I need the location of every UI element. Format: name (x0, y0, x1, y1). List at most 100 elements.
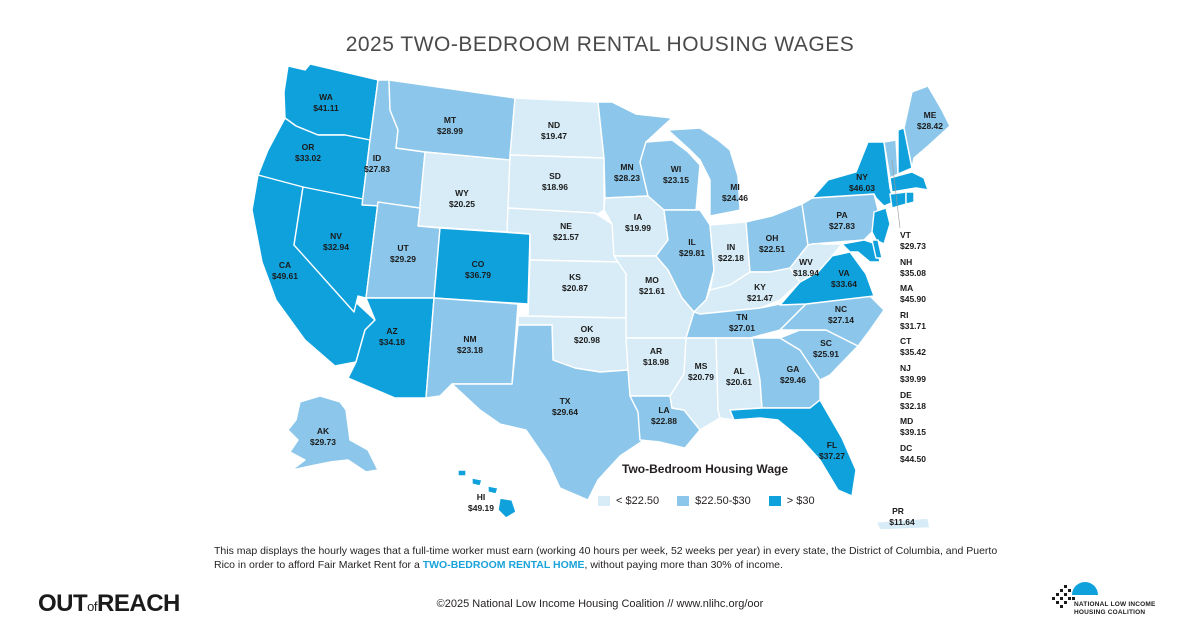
label-KY-abbr: KY (754, 282, 766, 292)
label-KY-wage: $21.47 (747, 293, 773, 303)
label-KS-wage: $20.87 (562, 283, 588, 293)
legend-swatch-mid (677, 496, 690, 506)
label-CO-wage: $36.79 (465, 270, 491, 280)
label-MN-abbr: MN (620, 162, 633, 172)
label-PR-wage: $11.64 (889, 517, 915, 527)
legend-swatch-high (768, 496, 781, 506)
label-FL-abbr: FL (827, 440, 837, 450)
label-AZ-wage: $34.18 (379, 337, 405, 347)
state-MA[interactable] (889, 171, 929, 193)
ne-wage: $39.15 (900, 427, 926, 438)
label-OK-abbr: OK (581, 324, 595, 334)
label-SC-wage: $25.91 (813, 349, 839, 359)
label-WV-wage: $18.94 (793, 268, 819, 278)
label-TX-abbr: TX (560, 396, 571, 406)
ne-wage: $32.18 (900, 400, 926, 411)
label-KS-abbr: KS (569, 272, 581, 282)
label-IA-wage: $19.99 (625, 223, 651, 233)
state-SD[interactable] (507, 154, 605, 217)
label-WI-wage: $23.15 (663, 175, 689, 185)
state-TX[interactable] (451, 324, 645, 501)
ne-item-ct: CT $35.42 (900, 336, 960, 363)
ne-abbr: RI (900, 309, 909, 320)
leader-lines (891, 159, 901, 229)
ne-abbr: CT (900, 336, 912, 347)
ne-wage: $45.90 (900, 294, 926, 305)
state-HI-2[interactable] (471, 477, 483, 487)
label-PA-wage: $27.83 (829, 221, 855, 231)
state-HI-3[interactable] (487, 485, 499, 495)
ne-abbr: NJ (900, 362, 911, 373)
label-MO-wage: $21.61 (639, 286, 665, 296)
state-DE[interactable] (871, 239, 883, 259)
label-SD-wage: $18.96 (542, 182, 568, 192)
label-OH-wage: $22.51 (759, 244, 785, 254)
label-LA-abbr: LA (658, 405, 669, 415)
ne-item-vt: VT $29.73 (900, 230, 960, 257)
map-title: 2025 TWO-BEDROOM RENTAL HOUSING WAGES (345, 33, 855, 56)
nlihc-name-line1: NATIONAL LOW INCOME (1074, 601, 1156, 608)
label-NM-wage: $23.18 (457, 345, 483, 355)
label-OK-wage: $20.98 (574, 335, 600, 345)
ne-wage: $39.99 (900, 373, 926, 384)
legend-item-high: > $30 (768, 495, 815, 507)
ne-item-dc: DC $44.50 (900, 443, 960, 470)
state-MI[interactable] (667, 127, 741, 217)
state-labels: WA $41.11 OR $33.02 CA $49.61 NV $32.94 … (272, 92, 943, 527)
label-SC-abbr: SC (820, 338, 832, 348)
state-NJ[interactable] (871, 207, 891, 245)
ne-wage: $31.71 (900, 320, 926, 331)
nlihc-house-icon (1052, 582, 1098, 608)
state-NY[interactable] (811, 141, 895, 207)
state-HI-4[interactable] (497, 497, 517, 519)
label-MS-abbr: MS (695, 361, 708, 371)
state-RI[interactable] (905, 191, 915, 205)
logo-of: of (87, 599, 98, 614)
label-CA-abbr: CA (279, 260, 291, 270)
label-MO-abbr: MO (645, 275, 659, 285)
nlihc-name: NATIONAL LOW INCOME HOUSING COALITION (1074, 601, 1156, 616)
label-NC-wage: $27.14 (828, 315, 854, 325)
label-CA-wage: $49.61 (272, 271, 298, 281)
label-UT-wage: $29.29 (390, 254, 416, 264)
nlihc-logo: NATIONAL LOW INCOME HOUSING COALITION (1050, 577, 1180, 617)
ne-item-nj: NJ $39.99 (900, 363, 960, 390)
state-PR[interactable] (875, 517, 931, 531)
label-WY-abbr: WY (455, 188, 469, 198)
legend-item-mid: $22.50-$30 (677, 495, 751, 507)
label-UT-abbr: UT (397, 243, 409, 253)
legend-item-low: < $22.50 (598, 495, 659, 507)
label-WY-wage: $20.25 (449, 199, 475, 209)
label-ND-wage: $19.47 (541, 131, 567, 141)
state-MD[interactable] (841, 239, 881, 263)
map-caption: This map displays the hourly wages that … (214, 544, 1004, 572)
map-legend: Two-Bedroom Housing Wage < $22.50 $22.50… (598, 462, 815, 507)
caption-text-end: , without paying more than 30% of income… (584, 559, 783, 571)
label-AL-wage: $20.61 (726, 377, 752, 387)
label-WA-wage: $41.11 (313, 103, 339, 113)
label-NY-abbr: NY (856, 172, 868, 182)
label-CO-abbr: CO (472, 259, 485, 269)
label-HI-wage: $49.19 (468, 503, 494, 513)
caption-highlight: TWO-BEDROOM RENTAL HOME (422, 559, 585, 571)
state-FL[interactable] (729, 399, 857, 497)
state-ME[interactable] (903, 85, 951, 169)
legend-label-mid: $22.50-$30 (695, 495, 751, 507)
label-MI-wage: $24.46 (722, 193, 748, 203)
label-AL-abbr: AL (733, 366, 744, 376)
northeast-wage-list: VT $29.73 NH $35.08 MA $45.90 RI $31.71 CT $3… (900, 230, 960, 469)
state-CT[interactable] (889, 191, 907, 209)
label-OR-wage: $33.02 (295, 153, 321, 163)
label-OH-abbr: OH (766, 233, 779, 243)
state-HI-1[interactable] (457, 469, 467, 477)
label-GA-abbr: GA (787, 364, 800, 374)
label-AZ-abbr: AZ (386, 326, 397, 336)
state-AK[interactable] (287, 395, 379, 473)
label-NV-abbr: NV (330, 231, 342, 241)
ne-item-md: MD $39.15 (900, 416, 960, 443)
legend-label-high: > $30 (786, 495, 815, 507)
label-NE-wage: $21.57 (553, 232, 579, 242)
label-LA-wage: $22.88 (651, 416, 677, 426)
ne-item-ri: RI $31.71 (900, 310, 960, 337)
legend-label-low: < $22.50 (616, 495, 660, 507)
